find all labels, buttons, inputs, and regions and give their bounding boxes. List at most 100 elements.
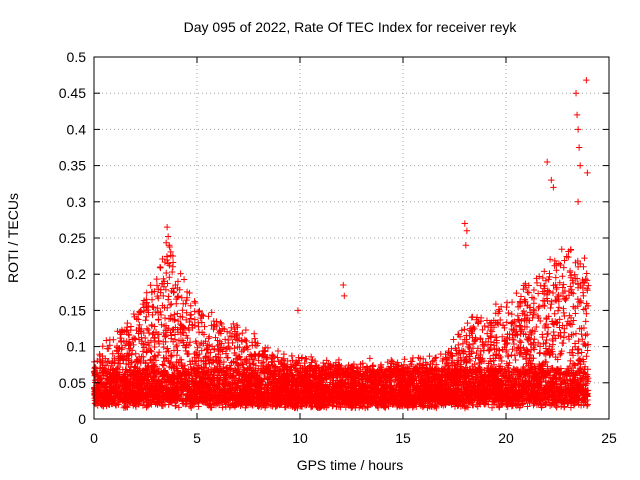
y-axis-label: ROTI / TECUs (5, 193, 21, 283)
data-point (524, 288, 531, 296)
data-point (559, 284, 566, 291)
data-point (249, 361, 257, 368)
data-point (559, 339, 566, 347)
data-point (171, 316, 178, 324)
data-point (536, 350, 543, 357)
data-point (147, 282, 154, 289)
data-point (177, 270, 184, 277)
data-point (130, 310, 137, 318)
data-point (132, 350, 139, 357)
data-point (168, 300, 175, 308)
data-point (127, 323, 135, 330)
data-point (542, 277, 550, 284)
data-point (463, 332, 470, 339)
data-point (565, 253, 572, 261)
data-point (366, 355, 374, 362)
data-point (156, 263, 164, 271)
data-point (149, 303, 156, 311)
data-point (543, 336, 550, 344)
data-point (116, 334, 124, 342)
data-point (217, 319, 224, 326)
data-point (242, 326, 250, 334)
data-point (510, 340, 518, 348)
data-point (533, 323, 540, 331)
data-point (288, 352, 296, 360)
data-point (554, 307, 562, 314)
data-point (583, 270, 590, 277)
data-point (547, 304, 554, 312)
data-point (583, 353, 590, 360)
data-point (144, 326, 152, 334)
data-point (585, 282, 592, 289)
data-point (298, 354, 306, 361)
data-point (180, 276, 188, 283)
data-point (512, 356, 519, 364)
data-point (546, 256, 554, 263)
data-point (92, 364, 99, 371)
data-point (151, 323, 158, 330)
data-point (205, 335, 212, 342)
data-point (567, 283, 574, 290)
data-point (251, 330, 258, 337)
data-point (148, 321, 155, 329)
data-point (153, 275, 160, 283)
data-point (171, 311, 178, 318)
data-point (155, 348, 163, 356)
data-point (574, 295, 582, 303)
data-point (513, 289, 520, 297)
data-point (208, 309, 215, 316)
data-point (302, 355, 309, 362)
data-point (539, 274, 547, 282)
data-point (581, 254, 588, 262)
data-point (535, 304, 542, 312)
data-point (165, 293, 172, 300)
data-point (160, 362, 167, 369)
data-point (480, 347, 487, 354)
data-point (249, 342, 256, 349)
data-point (503, 319, 510, 326)
data-point (163, 269, 170, 277)
data-point (536, 349, 544, 357)
data-point (169, 263, 177, 270)
data-point (559, 273, 566, 280)
data-point (533, 279, 541, 287)
data-point (116, 360, 124, 367)
data-point (555, 304, 563, 311)
data-point (582, 332, 589, 339)
data-point (508, 310, 515, 318)
grid (94, 57, 609, 419)
data-point (174, 347, 181, 354)
data-point (258, 359, 266, 367)
data-point (132, 335, 139, 343)
data-point (174, 310, 181, 317)
data-point (535, 303, 543, 310)
data-point (517, 293, 525, 300)
data-point (503, 303, 510, 311)
data-point (566, 267, 574, 275)
data-point (551, 310, 558, 317)
data-point (539, 302, 547, 309)
data-point (531, 335, 538, 343)
data-point (274, 347, 282, 355)
data-point (455, 341, 462, 349)
data-point (552, 274, 560, 281)
data-point (195, 308, 202, 316)
data-point (243, 337, 250, 345)
data-point (166, 274, 173, 281)
data-points (90, 76, 592, 412)
data-point (543, 330, 551, 338)
data-point (567, 321, 574, 328)
data-point (508, 298, 516, 306)
data-point (124, 319, 131, 327)
data-point (582, 318, 589, 325)
data-point (556, 279, 563, 286)
data-point (148, 296, 156, 303)
data-point (520, 307, 527, 315)
data-point (401, 356, 408, 363)
data-point (469, 313, 476, 321)
data-point (525, 289, 533, 296)
data-point (143, 349, 150, 356)
data-point (544, 324, 552, 331)
data-point (155, 316, 162, 323)
